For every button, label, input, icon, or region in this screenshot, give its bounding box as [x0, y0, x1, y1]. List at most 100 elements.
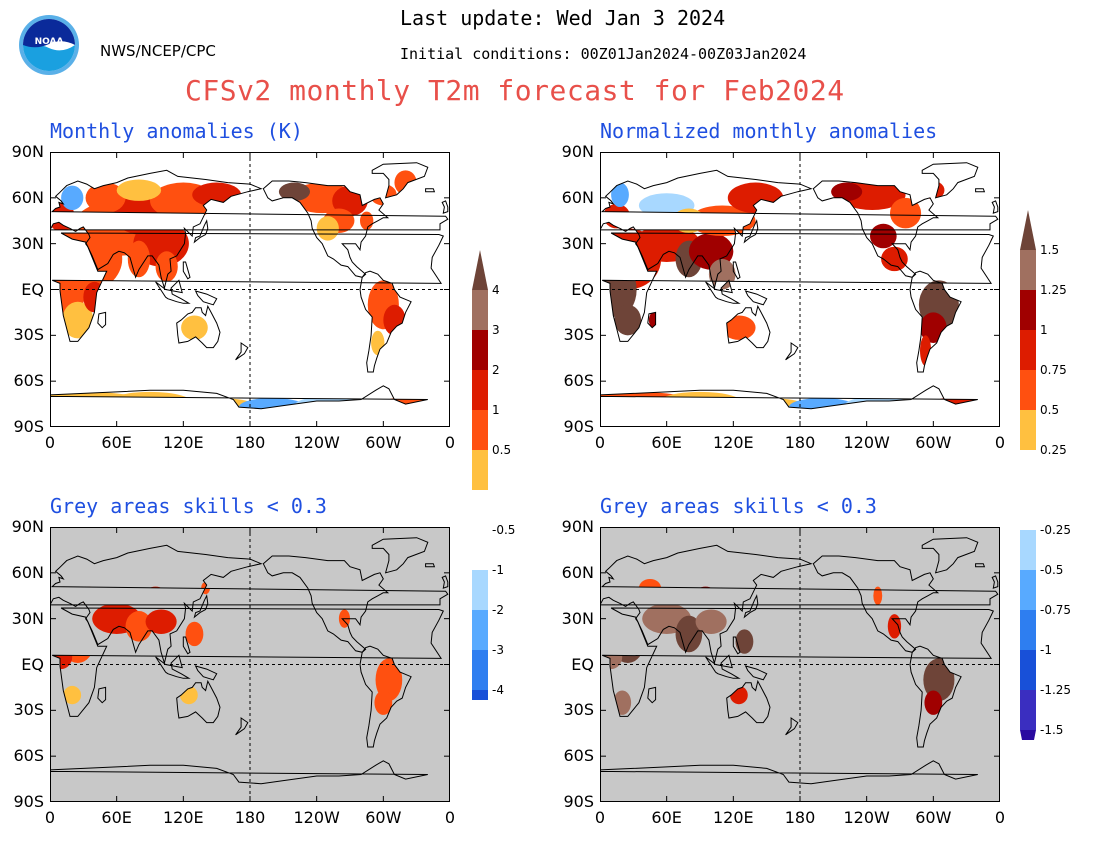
colorbar-neutral-band — [472, 490, 488, 570]
colorbar-anomalies: 4 3 2 1 0.5 -0.5 -1 -2 -3 -4 — [472, 250, 515, 700]
anomaly-region — [831, 182, 863, 201]
org-text: NWS/NCEP/CPC — [100, 42, 216, 60]
coastline-antarctica — [50, 760, 428, 802]
lon-label: 0 — [44, 808, 56, 827]
lat-label: 30S — [563, 325, 594, 345]
lat-label: 30N — [561, 233, 594, 253]
coastline-newguinea — [194, 290, 218, 306]
colorbar-band — [472, 330, 488, 370]
coastline-nz — [235, 342, 249, 361]
coastline-uk — [441, 575, 449, 589]
anomaly-region — [155, 251, 178, 282]
colorbar-tick-label: -0.25 — [1040, 523, 1071, 537]
coastline-antarctica — [600, 385, 978, 427]
anomaly-region — [923, 658, 955, 702]
coastline-nz — [785, 717, 799, 736]
anomaly-region — [881, 246, 908, 272]
coastline-samerica — [359, 270, 412, 373]
coastline-iceland — [975, 188, 986, 193]
coastline-samerica — [909, 645, 962, 748]
panel-title-skill-left: Grey areas skills < 0.3 — [50, 494, 327, 518]
lat-label: 60N — [11, 562, 44, 582]
coastline-eurasia — [600, 544, 999, 665]
lon-label: 120W — [843, 433, 890, 452]
colorbar-band — [472, 370, 488, 410]
colorbar-band — [1020, 370, 1036, 410]
lat-label: 60S — [13, 371, 44, 391]
colorbar-tick-label: -1 — [1040, 643, 1052, 657]
colorbar-tick-label: 1.25 — [1040, 283, 1067, 297]
lon-label: 60W — [915, 433, 952, 452]
colorbar-normalized: 1.5 1.25 1 0.75 0.5 0.25 -0.25 -0.5 -0.75 -1 -1.25… — [1020, 210, 1071, 740]
coastlines — [600, 162, 999, 427]
colorbar-tick-label: 0.5 — [1040, 403, 1059, 417]
coastline-australia — [726, 679, 771, 724]
coastline-japan — [193, 219, 209, 244]
anomaly-region — [735, 629, 754, 654]
lon-label: 0 — [444, 808, 456, 827]
coastline-uk — [991, 575, 999, 589]
lon-label: 120E — [713, 433, 754, 452]
coastlines — [600, 537, 999, 802]
coastline-namerica — [262, 180, 390, 278]
lat-label: EQ — [21, 279, 44, 299]
lon-label: 180 — [234, 808, 266, 827]
colorbar-band — [472, 650, 488, 690]
coastline-japan — [743, 594, 759, 619]
coastline-antarctica — [600, 760, 978, 802]
lat-label: EQ — [21, 654, 44, 674]
coastlines — [50, 537, 449, 802]
map-skill-masked-normalized — [600, 527, 1000, 802]
anomaly-region — [127, 240, 150, 278]
anomaly-region — [116, 179, 162, 201]
colorbar-tick-label: 0.25 — [1040, 443, 1067, 457]
colorbar-tick-label: 1.5 — [1040, 243, 1059, 257]
lat-label: 60N — [11, 187, 44, 207]
coastline-nz — [785, 342, 799, 361]
colorbar-band — [472, 610, 488, 650]
lon-label: 180 — [234, 433, 266, 452]
lon-label: 120W — [843, 808, 890, 827]
coastline-eurasia — [50, 544, 449, 665]
coastline-australia — [176, 304, 221, 349]
lon-label: 0 — [994, 808, 1006, 827]
coastline-madagascar — [647, 686, 657, 704]
lat-label: 30S — [13, 325, 44, 345]
anomaly-region — [278, 182, 310, 201]
anomaly-region — [722, 315, 756, 340]
coastline-namerica — [262, 555, 390, 653]
noaa-logo-icon: NOAA — [19, 15, 79, 75]
anomaly-region — [924, 690, 943, 715]
map-skill-masked-anomalies — [50, 527, 450, 802]
coastline-iceland — [425, 563, 436, 568]
lat-label: 90N — [561, 517, 594, 536]
colorbar-top-arrow — [472, 250, 488, 290]
lon-label: 120E — [163, 808, 204, 827]
colorbar-tick-label: -1 — [492, 563, 504, 577]
colorbar-tick-label: 3 — [492, 323, 500, 337]
colorbar-band — [1020, 330, 1036, 370]
lat-label: 30N — [11, 233, 44, 253]
coastline-indonesia — [155, 279, 191, 304]
svg-text:NOAA: NOAA — [35, 37, 64, 47]
coastline-madagascar — [97, 686, 107, 704]
coastline-philippines — [732, 261, 741, 280]
colorbar-tick-label: 1 — [1040, 323, 1048, 337]
coastline-indonesia — [705, 654, 741, 679]
colorbar-tick-label: -3 — [492, 643, 504, 657]
coastline-newguinea — [744, 290, 768, 306]
colorbar-tick-label: -0.5 — [1040, 563, 1063, 577]
lat-label: 60S — [563, 746, 594, 766]
coastlines — [50, 162, 449, 427]
coastline-uk — [441, 200, 449, 214]
anomaly-region — [61, 185, 84, 211]
coastline-greenland — [921, 537, 979, 574]
lon-label: 60W — [365, 433, 402, 452]
anomaly-region — [375, 658, 403, 702]
colorbar-tick-label: -0.5 — [492, 523, 515, 537]
panel-title-skill-right: Grey areas skills < 0.3 — [600, 494, 877, 518]
coastline-iceland — [425, 188, 436, 193]
colorbar-neutral-band — [1020, 450, 1036, 530]
colorbar-band — [1020, 250, 1036, 290]
colorbar-tick-label: 1 — [492, 403, 500, 417]
